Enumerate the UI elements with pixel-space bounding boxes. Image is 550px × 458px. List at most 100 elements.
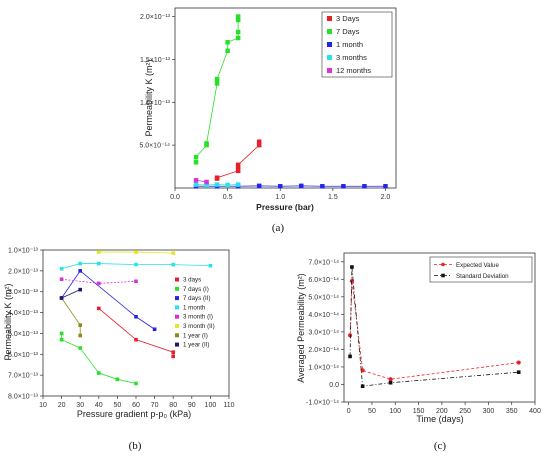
data-point — [78, 323, 82, 327]
x-tick-label: 0.5 — [223, 194, 233, 201]
data-point — [383, 184, 388, 189]
data-point — [193, 182, 199, 187]
data-point — [193, 178, 199, 183]
x-tick-label: 40 — [95, 402, 103, 409]
panel-caption-a: (a) — [272, 222, 285, 234]
data-point — [59, 266, 64, 271]
y-tick-label: 3.0×10⁻¹⁴ — [308, 329, 339, 336]
axes-b: 10 20 30 40 50 60 70 80 90 100 110 1.0×10⁻¹³ 2.0×10⁻… — [8, 248, 235, 410]
legend-label: Standard Deviation — [456, 273, 509, 280]
series-line — [349, 280, 519, 380]
x-tick-label: 0 — [347, 408, 351, 415]
y-tick-label: 7.0×10⁻¹⁴ — [308, 259, 339, 266]
y-tick-label: -1.0×10⁻¹⁴ — [306, 400, 339, 407]
data-point — [235, 168, 241, 174]
legend-item: 1 year (II) — [175, 342, 209, 349]
x-tick-label: 90 — [188, 402, 196, 409]
y-axis-label-c: Averaged Permeability (m²) — [296, 273, 306, 382]
y-tick-label: 5.0×10⁻¹⁴ — [139, 143, 170, 150]
data-point — [204, 141, 209, 146]
data-point — [204, 182, 209, 188]
x-tick-label: 400 — [529, 408, 541, 415]
y-tick-label: 1.0×10⁻¹⁴ — [308, 364, 339, 371]
y-tick-label: 4.0×10⁻¹³ — [8, 310, 39, 317]
legend-b: 3 days 7 days (I) 7 days (II) 1 month 3 mont… — [175, 277, 215, 349]
marks-b — [59, 250, 213, 386]
legend-swatch — [327, 68, 332, 73]
series-1-month — [59, 261, 213, 271]
data-point — [134, 250, 138, 254]
x-tick-label: 100 — [389, 408, 401, 415]
panel-caption-b: (b) — [129, 440, 142, 452]
data-point — [97, 250, 101, 254]
x-tick-label: 100 — [205, 402, 217, 409]
legend-swatch — [327, 55, 332, 60]
data-point — [171, 251, 175, 255]
chart-panel-c: 0 50 100 150 200 250 300 350 400 -1.0×10⁻¹⁴ 0.0 1.0… — [296, 252, 541, 452]
y-tick-label: 3.0×10⁻¹³ — [8, 289, 39, 296]
data-point — [256, 183, 262, 189]
legend-swatch — [327, 16, 332, 21]
x-tick-label: 350 — [506, 408, 518, 415]
data-point — [59, 331, 64, 336]
legend-label: 7 days (II) — [183, 295, 211, 302]
data-point — [235, 162, 241, 168]
legend-label: 7 Days — [336, 27, 360, 36]
data-point — [97, 371, 101, 375]
legend-item: 12 months — [327, 66, 371, 75]
legend-label: 3 month (II) — [183, 323, 215, 330]
legend-label: 1 year (I) — [183, 332, 208, 339]
axes-a: 0.0 0.5 1.0 1.5 2.0 5.0×10⁻¹⁴ 1.0×10⁻¹³ 1.5×10⁻… — [139, 14, 390, 201]
series-expected-value — [347, 278, 521, 382]
legend-swatch — [175, 305, 179, 310]
data-point — [299, 183, 304, 189]
data-point — [362, 184, 367, 189]
series-7-days-i — [59, 331, 138, 386]
y-tick-label: 5.0×10⁻¹⁴ — [308, 294, 339, 301]
data-point — [78, 333, 82, 338]
x-axis-label-a: Pressure (bar) — [256, 202, 314, 212]
legend-item: 3 months — [327, 53, 367, 62]
x-tick-label: 1.5 — [328, 194, 338, 201]
data-point — [59, 277, 64, 281]
series-3-days — [97, 306, 175, 359]
x-tick-label: 60 — [132, 402, 140, 409]
data-point — [256, 142, 262, 148]
data-point — [256, 139, 262, 144]
legend-swatch — [327, 42, 332, 47]
legend-item: 3 Days — [327, 14, 360, 23]
y-tick-label: 2.0×10⁻¹³ — [8, 268, 39, 275]
series-3-month-ii — [97, 250, 175, 255]
y-tick-label: 5.0×10⁻¹³ — [8, 331, 39, 338]
series-line — [61, 278, 137, 284]
data-point — [348, 354, 352, 359]
data-point — [134, 279, 138, 284]
x-tick-label: 200 — [436, 408, 448, 415]
data-point — [78, 269, 82, 273]
series-line — [195, 16, 239, 163]
legend-box — [321, 11, 393, 78]
series-line — [349, 266, 519, 387]
x-axis-label-b: Pressure gradient p-p₀ (kPa) — [77, 409, 191, 419]
data-point — [388, 380, 393, 385]
x-tick-label: 50 — [114, 402, 122, 409]
series-12-months — [193, 178, 209, 185]
legend-box — [429, 256, 533, 283]
data-point — [193, 160, 199, 165]
panel-caption-c: (c) — [434, 440, 447, 452]
legend-label: 1 month — [336, 40, 363, 49]
data-point — [350, 265, 354, 269]
y-tick-label: 1.0×10⁻¹³ — [140, 100, 171, 107]
data-point — [277, 184, 283, 189]
data-point — [59, 296, 64, 300]
data-point — [235, 182, 241, 187]
data-point — [134, 337, 138, 342]
data-point — [516, 370, 521, 374]
y-tick-label: 8.0×10⁻¹³ — [8, 394, 39, 401]
legend-label: 12 months — [336, 66, 371, 75]
data-point — [171, 350, 175, 354]
series-3-months — [193, 182, 241, 188]
data-point — [193, 154, 199, 160]
data-point — [208, 263, 213, 268]
legend-label: 7 days (I) — [183, 286, 209, 293]
